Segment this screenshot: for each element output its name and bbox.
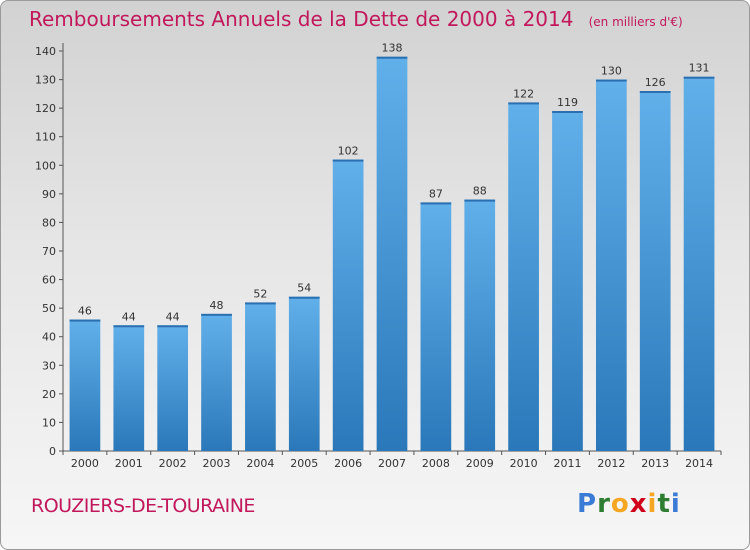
x-tick-label: 2008	[422, 457, 450, 470]
bar-cap-2009	[464, 199, 496, 202]
value-label-2001: 44	[122, 310, 136, 323]
x-tick-label: 2013	[641, 457, 669, 470]
x-tick-label: 2005	[290, 457, 318, 470]
chart-title: Remboursements Annuels de la Dette de 20…	[29, 7, 683, 31]
value-label-2002: 44	[166, 310, 180, 323]
value-label-2000: 46	[78, 305, 92, 318]
x-tick-label: 2014	[685, 457, 713, 470]
bar-cap-2011	[552, 111, 583, 113]
bar-cap-2013	[639, 91, 671, 93]
commune-name: ROUZIERS-DE-TOURAINE	[31, 495, 255, 517]
logo-letter: P	[577, 489, 598, 519]
data-labels: 46 44 44 48 52 54 102 138 87 88 122 119 130 126 131	[78, 42, 710, 324]
logo-letter: i	[647, 489, 658, 519]
bar-cap-2001	[113, 325, 145, 328]
bar-2009	[464, 199, 496, 451]
value-label-2009: 88	[473, 185, 487, 198]
logo-letter: t	[657, 489, 671, 519]
bar-2004	[245, 302, 276, 451]
y-tick-label: 100	[35, 159, 56, 172]
bar-cap-2002	[157, 325, 189, 328]
bar-cap-2003	[201, 313, 232, 316]
y-tick-label: 50	[42, 302, 56, 315]
x-tick-label: 2012	[597, 457, 625, 470]
y-tick-label: 20	[42, 388, 56, 401]
x-tick-label: 2009	[466, 457, 494, 470]
y-tick-label: 120	[35, 102, 56, 115]
y-tick-label: 60	[42, 274, 56, 287]
bar-cap-2000	[69, 319, 101, 322]
x-tick-label: 2001	[115, 457, 143, 470]
x-tick-label: 2000	[71, 457, 99, 470]
y-tick-label: 30	[42, 359, 56, 372]
bar-2014	[683, 76, 715, 451]
y-tick-label: 130	[35, 74, 56, 87]
value-label-2010: 122	[513, 87, 534, 100]
value-label-2013: 126	[645, 76, 666, 89]
y-tick-label: 40	[42, 331, 56, 344]
value-label-2006: 102	[338, 145, 359, 158]
value-label-2003: 48	[210, 299, 224, 312]
bar-2006	[332, 159, 364, 452]
bar-2005	[288, 296, 320, 451]
value-label-2012: 130	[601, 65, 622, 78]
bar-2008	[420, 202, 452, 451]
y-tick-label: 70	[42, 245, 56, 258]
x-tick-label: 2010	[510, 457, 538, 470]
value-label-2008: 87	[429, 187, 443, 200]
bar-cap-2006	[332, 159, 364, 162]
logo-letter: r	[597, 489, 611, 519]
logo-letter: i	[670, 489, 681, 519]
chart-unit-text: (en milliers d'€)	[588, 15, 683, 29]
bar-cap-2007	[376, 56, 408, 59]
bar-2001	[113, 325, 145, 451]
bar-2000	[69, 319, 101, 451]
bar-2011	[552, 111, 583, 451]
x-tick-label: 2007	[378, 457, 406, 470]
value-label-2014: 131	[689, 62, 710, 75]
x-axis: 2000 2001 2002 2003 2004 2005 2006 2007 2008 2009…	[62, 450, 722, 470]
value-label-2004: 52	[253, 287, 267, 300]
y-tick-label: 90	[42, 188, 56, 201]
bar-cap-2008	[420, 202, 452, 205]
y-tick-label: 140	[35, 45, 56, 58]
bar-cap-2004	[245, 302, 276, 305]
x-tick-label: 2004	[246, 457, 274, 470]
value-label-2005: 54	[297, 282, 311, 295]
chart-title-text: Remboursements Annuels de la Dette de 20…	[29, 7, 574, 31]
bar-cap-2005	[288, 296, 320, 299]
value-label-2007: 138	[382, 42, 403, 55]
bar-cap-2010	[508, 102, 539, 105]
y-tick-label: 80	[42, 216, 56, 229]
y-tick-label: 10	[42, 416, 56, 429]
bar-series	[69, 56, 715, 452]
y-tick-label: 110	[35, 131, 56, 144]
value-label-2011: 119	[557, 96, 578, 109]
bar-cap-2014	[683, 76, 715, 79]
proxiti-logo: Proxiti	[577, 489, 681, 519]
x-tick-label: 2011	[553, 457, 581, 470]
y-tick-label: 0	[49, 445, 56, 458]
x-tick-label: 2002	[159, 457, 187, 470]
bar-2010	[508, 102, 539, 451]
bar-cap-2012	[595, 79, 627, 82]
bar-2012	[595, 79, 627, 452]
bar-2002	[157, 325, 189, 451]
y-axis: 0 10 20 30 40 50 60 70 80 90 100 110 120 130 140	[35, 43, 64, 458]
bar-2003	[201, 313, 232, 451]
x-tick-label: 2006	[334, 457, 362, 470]
logo-letter: o	[610, 489, 630, 519]
x-tick-label: 2003	[203, 457, 231, 470]
bar-2013	[639, 91, 671, 451]
bar-2007	[376, 56, 408, 451]
logo-letter: x	[629, 489, 648, 519]
